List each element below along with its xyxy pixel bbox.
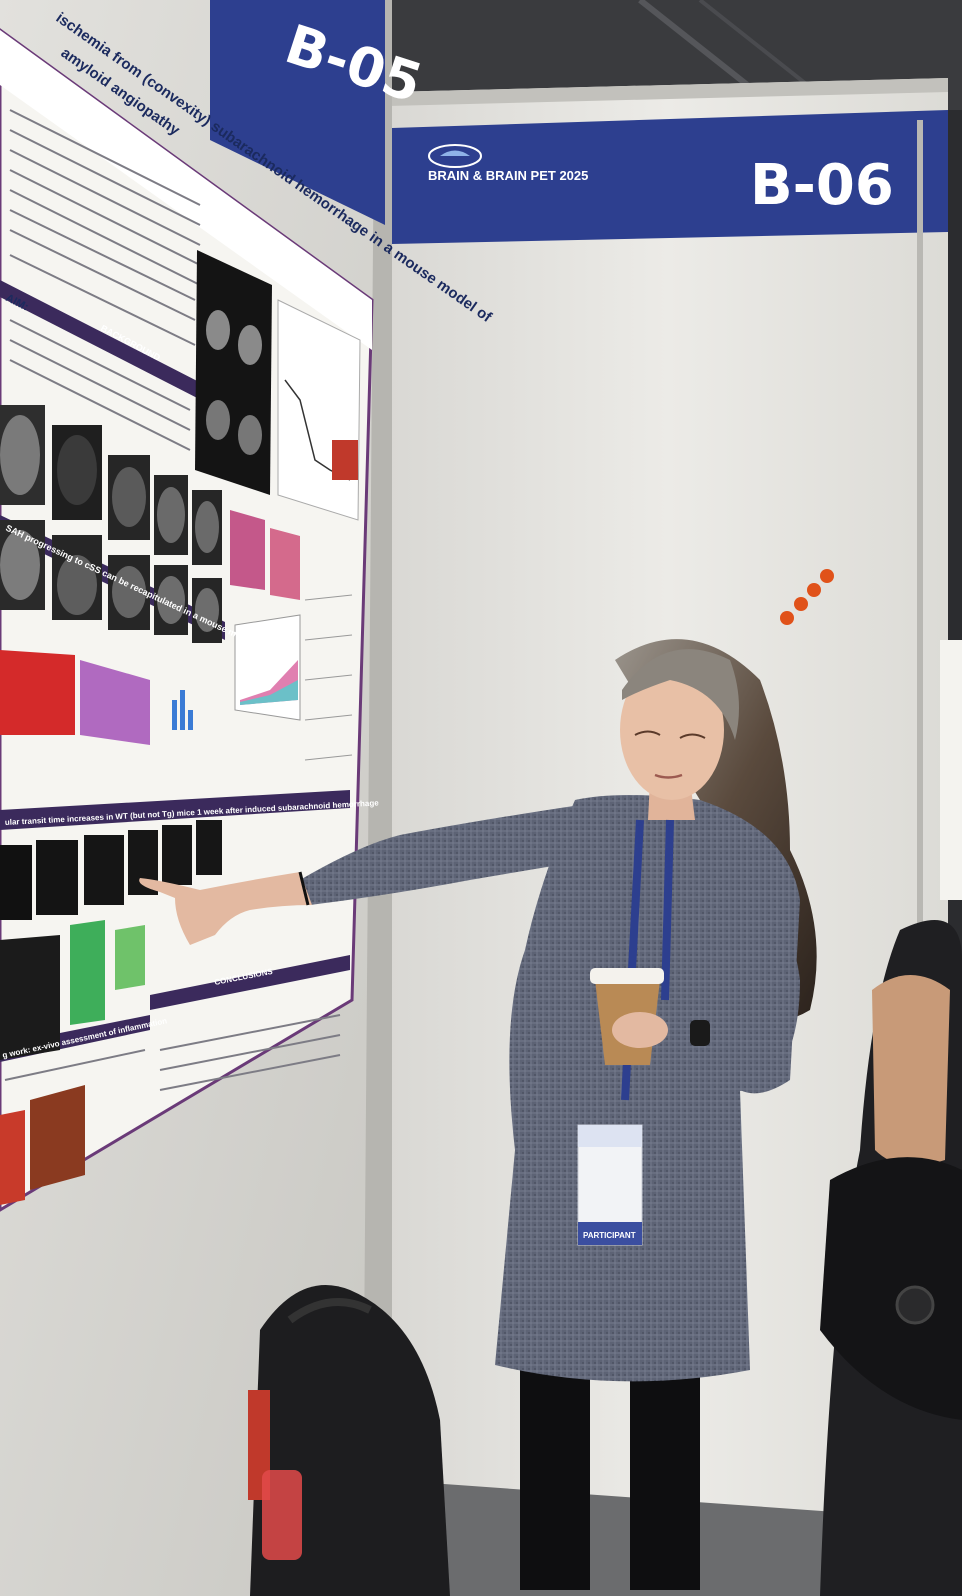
water-bottle: [262, 1470, 302, 1560]
presenter-legs: [520, 1350, 590, 1590]
bystander-handbag: [820, 1157, 962, 1420]
scientific-poster: [0, 28, 374, 1212]
event-logo: [428, 144, 482, 168]
presenter: PARTICIPANT: [139, 639, 817, 1590]
badge-role: PARTICIPANT: [583, 1231, 636, 1240]
backpack: [248, 1285, 450, 1596]
bystander: [820, 920, 962, 1596]
poster-histology-purple: [80, 660, 150, 745]
booth-b06-number: B-06: [750, 153, 894, 218]
event-logo-text: BRAIN & BRAIN PET 2025: [428, 168, 588, 183]
presenter-dress: [495, 795, 800, 1382]
presenter-arm-sleeve: [300, 805, 590, 905]
poster-microscopy-grid: [0, 405, 222, 643]
presenter-pointing-hand: [139, 872, 312, 945]
smartwatch: [690, 1020, 710, 1046]
poster-histology-red: [0, 650, 75, 735]
booth-b05-banner: [210, 0, 385, 225]
name-badge: [577, 1124, 643, 1246]
booth-b06-banner: [392, 110, 948, 244]
push-pins: [780, 569, 834, 625]
presenter-face: [620, 660, 724, 800]
